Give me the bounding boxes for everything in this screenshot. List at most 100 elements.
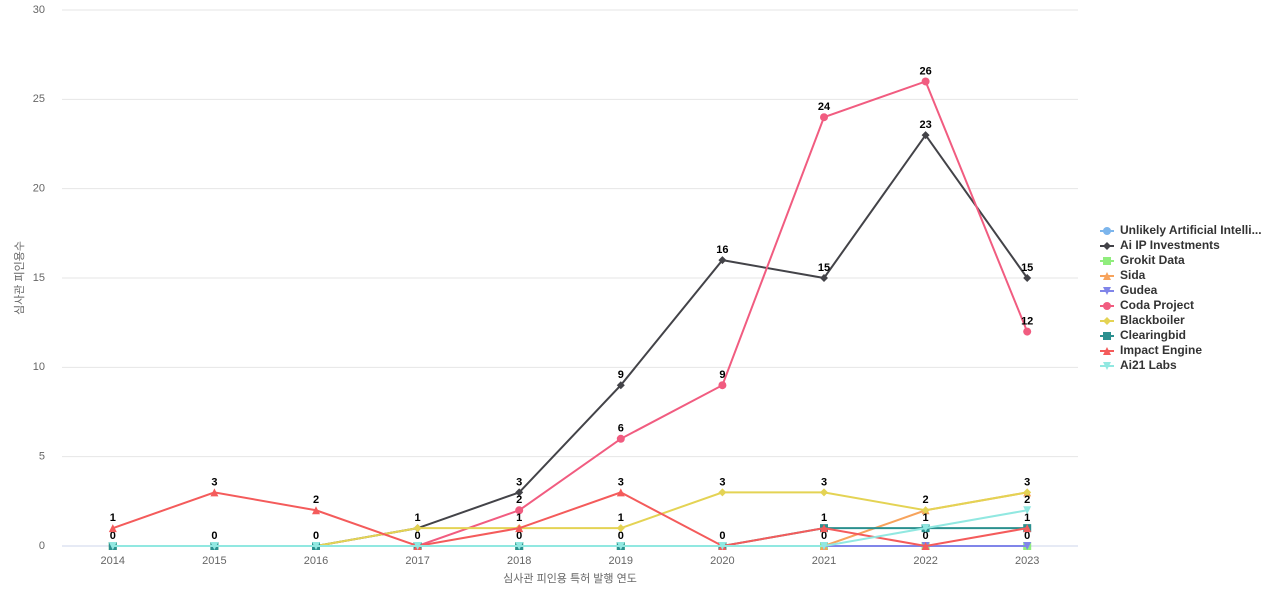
point <box>515 488 524 497</box>
data-label: 0 <box>516 530 522 542</box>
legend-marker <box>1103 257 1111 265</box>
data-label: 1 <box>821 512 827 524</box>
point <box>616 381 625 390</box>
legend-label[interactable]: Unlikely Artificial Intelli... <box>1120 223 1262 237</box>
data-label: 0 <box>110 530 116 542</box>
data-label: 0 <box>313 530 319 542</box>
x-tick-label: 2018 <box>507 555 531 567</box>
legend-label[interactable]: Blackboiler <box>1120 313 1185 327</box>
legend-marker <box>1103 272 1111 280</box>
data-label: 3 <box>821 476 827 488</box>
point <box>1023 327 1032 336</box>
point <box>413 542 422 550</box>
data-label: 16 <box>716 244 728 256</box>
y-tick-label: 30 <box>33 4 45 16</box>
data-label: 3 <box>1024 476 1030 488</box>
data-label: 3 <box>618 476 624 488</box>
legend-label[interactable]: Impact Engine <box>1120 343 1202 357</box>
data-label: 26 <box>919 65 931 77</box>
data-label: 15 <box>1021 262 1033 274</box>
x-tick-label: 2023 <box>1015 555 1039 567</box>
point <box>921 542 930 550</box>
data-label: 0 <box>923 530 929 542</box>
point <box>515 542 524 550</box>
data-label: 3 <box>516 476 522 488</box>
point <box>921 131 930 140</box>
data-label: 0 <box>618 530 624 542</box>
point <box>1023 506 1032 515</box>
point <box>921 77 930 86</box>
legend-marker <box>1103 332 1111 340</box>
legend-marker <box>1103 362 1111 370</box>
legend-marker <box>1103 287 1111 295</box>
y-tick-label: 20 <box>33 183 45 195</box>
data-label: 0 <box>821 530 827 542</box>
legend-label[interactable]: Coda Project <box>1120 298 1194 312</box>
data-label: 0 <box>415 530 421 542</box>
legend-marker <box>1103 302 1111 310</box>
legend-marker <box>1103 227 1111 235</box>
legend-marker <box>1103 317 1111 325</box>
series-line <box>112 80 1029 547</box>
data-label: 3 <box>719 476 725 488</box>
legend-label[interactable]: Gudea <box>1120 283 1158 297</box>
series-line <box>112 133 1029 547</box>
x-tick-label: 2017 <box>405 555 429 567</box>
point <box>718 381 727 390</box>
data-label: 0 <box>1024 530 1030 542</box>
legend-label[interactable]: Ai IP Investments <box>1120 238 1220 252</box>
point <box>1023 488 1032 497</box>
point <box>312 542 320 550</box>
x-tick-label: 2015 <box>202 555 226 567</box>
y-tick-label: 15 <box>33 272 45 284</box>
x-tick-label: 2021 <box>812 555 836 567</box>
point <box>820 542 828 550</box>
data-label: 1 <box>618 512 624 524</box>
point <box>718 542 727 550</box>
x-tick-label: 2016 <box>304 555 328 567</box>
data-label: 2 <box>516 494 522 506</box>
y-tick-label: 25 <box>33 93 45 105</box>
point <box>1023 542 1032 550</box>
x-axis-title: 심사관 피인용 특허 발행 연도 <box>503 572 637 585</box>
data-label: 1 <box>1024 512 1030 524</box>
point <box>921 524 930 533</box>
point <box>210 542 219 550</box>
series <box>108 131 1032 550</box>
series-line <box>112 509 1028 547</box>
y-tick-label: 5 <box>39 451 45 463</box>
data-label: 12 <box>1021 316 1033 328</box>
point <box>921 506 930 515</box>
data-label: 6 <box>618 423 624 435</box>
legend-label[interactable]: Clearingbid <box>1120 328 1186 342</box>
series-line <box>112 491 1028 547</box>
point <box>616 542 625 550</box>
series <box>108 77 1032 550</box>
data-label: 1 <box>110 512 116 524</box>
legend-label[interactable]: Ai21 Labs <box>1120 358 1177 372</box>
x-tick-label: 2014 <box>101 555 125 567</box>
data-label: 9 <box>719 369 725 381</box>
legend-label[interactable]: Sida <box>1120 268 1146 282</box>
data-label: 0 <box>211 530 217 542</box>
x-tick-label: 2022 <box>913 555 937 567</box>
data-label: 23 <box>919 119 931 131</box>
series-line <box>112 491 1028 547</box>
legend-label[interactable]: Grokit Data <box>1120 253 1185 267</box>
series-line <box>112 527 1028 547</box>
point <box>820 113 828 122</box>
point <box>210 488 219 497</box>
point <box>820 274 828 282</box>
data-label: 2 <box>923 494 929 506</box>
series <box>108 488 1032 550</box>
legend-marker <box>1103 347 1111 355</box>
point <box>616 524 625 533</box>
series-line <box>112 491 1028 548</box>
y-axis-title: 심사관 피인용수 <box>13 241 26 315</box>
point <box>718 256 727 265</box>
point <box>515 524 524 533</box>
data-label: 3 <box>211 476 217 488</box>
y-tick-label: 10 <box>33 361 45 373</box>
point <box>820 488 828 497</box>
